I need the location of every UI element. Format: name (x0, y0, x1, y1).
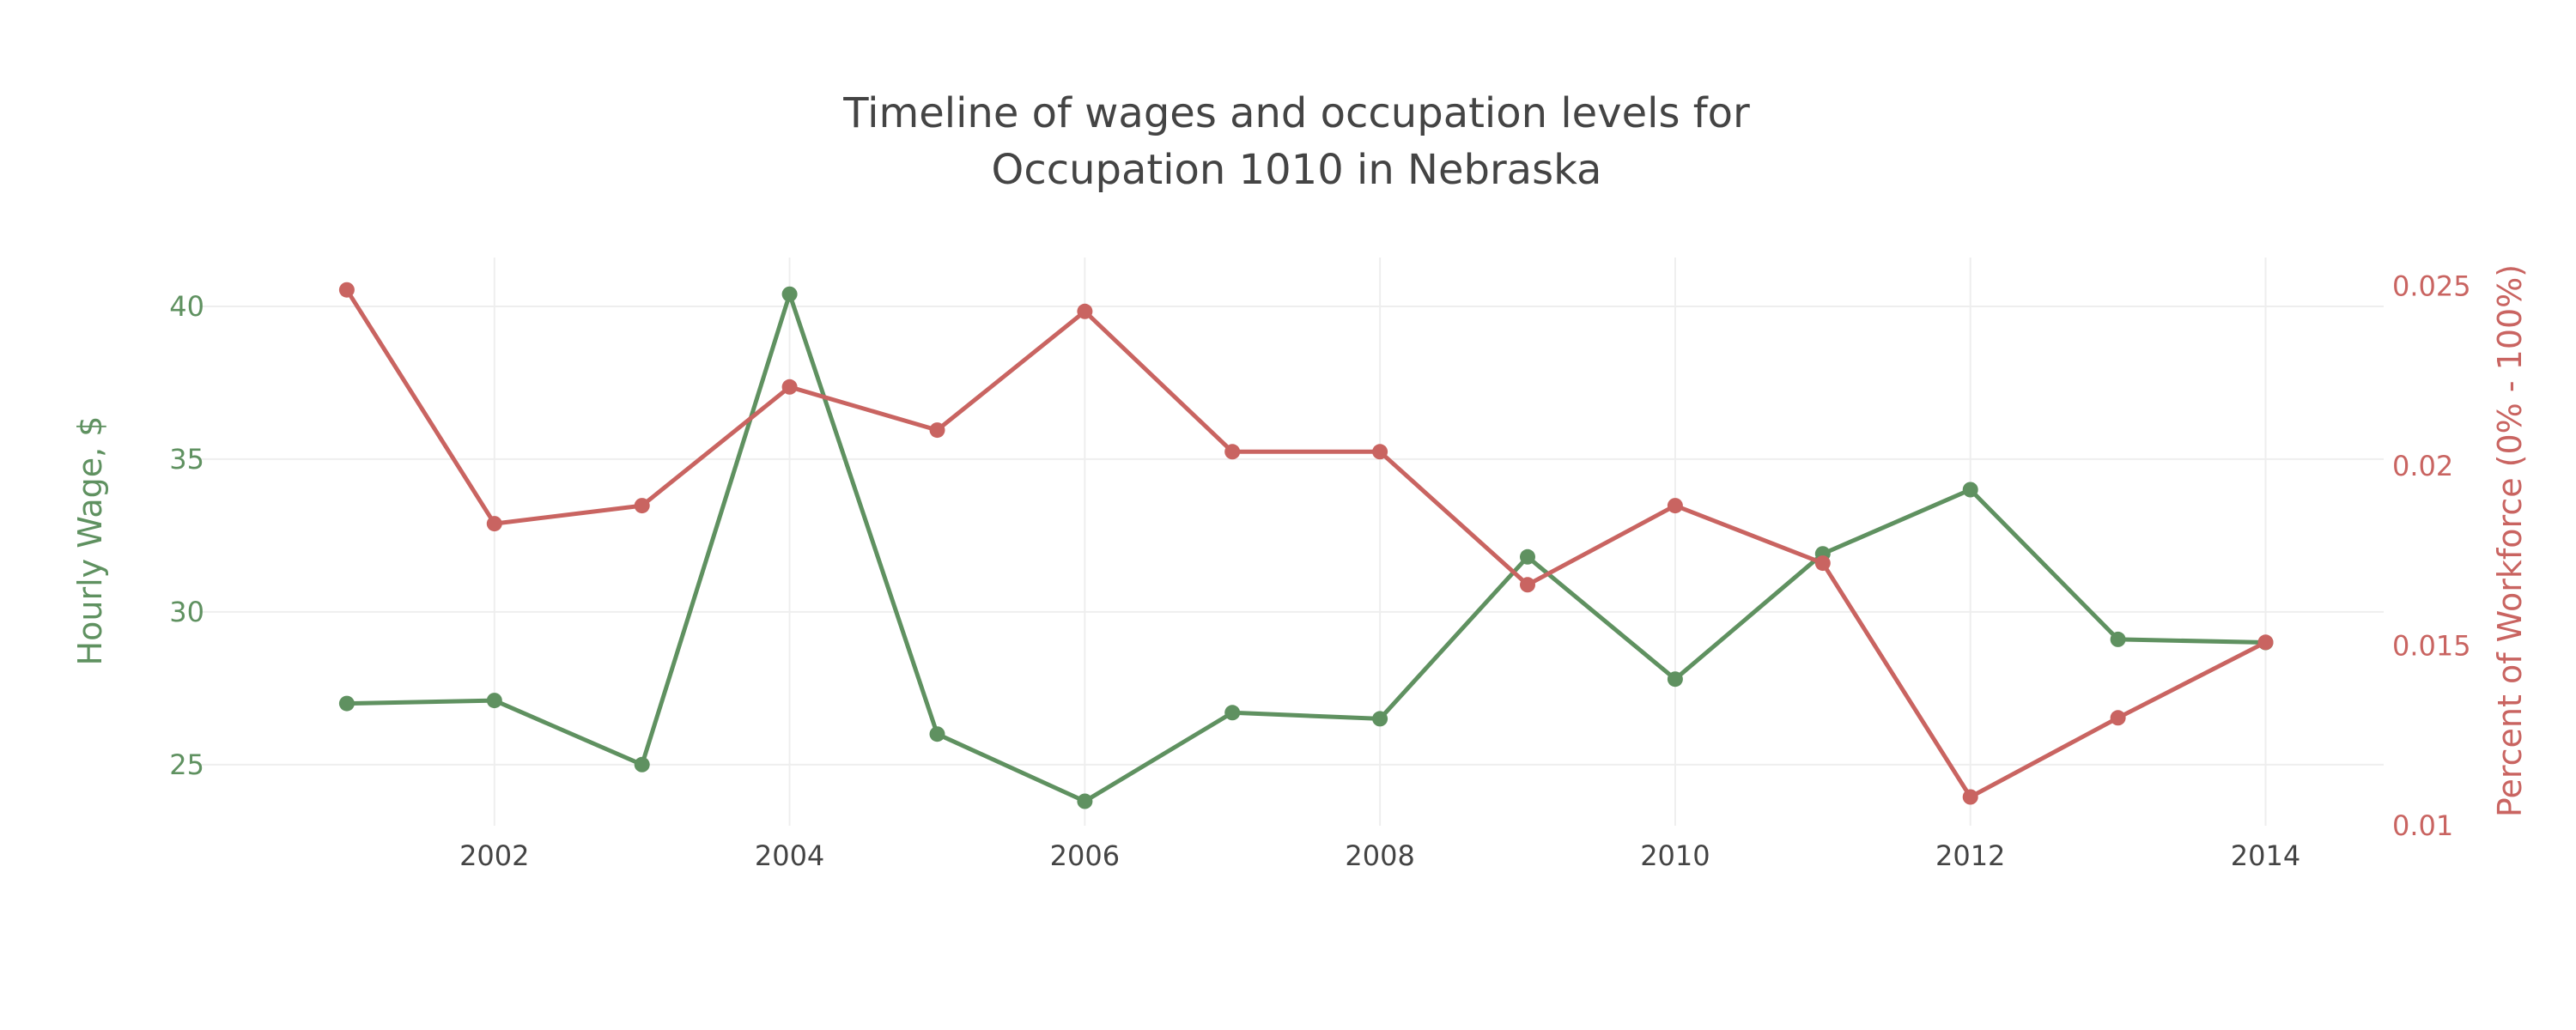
x-tick-label: 2004 (755, 839, 824, 872)
data-point-left (1667, 671, 1683, 688)
data-point-right (2110, 710, 2126, 726)
data-point-right (1077, 303, 1093, 319)
data-point-left (1224, 705, 1241, 721)
data-point-left (634, 756, 650, 772)
y-axis-left-title: Hourly Wage, $ (71, 416, 109, 666)
x-tick-label: 2002 (459, 839, 529, 872)
series-lines (338, 282, 2274, 809)
data-point-left (1962, 482, 1978, 498)
data-point-right (486, 516, 502, 532)
y-right-tick-label: 0.01 (2392, 809, 2453, 842)
data-point-right (2257, 634, 2274, 651)
series-line-right (344, 288, 2268, 799)
grid-lines (199, 258, 2384, 826)
series-line-left (344, 292, 2268, 803)
chart-title-line-2: Occupation 1010 in Nebraska (992, 146, 1602, 194)
data-point-right (634, 498, 650, 514)
data-point-right (1814, 555, 1831, 572)
y-left-tick-label: 40 (169, 290, 204, 323)
data-point-left (1077, 793, 1093, 809)
data-point-right (1224, 444, 1241, 460)
data-point-left (486, 693, 502, 709)
data-point-right (781, 379, 798, 395)
x-tick-label: 2014 (2231, 839, 2300, 872)
x-tick-label: 2012 (1935, 839, 2005, 872)
data-point-right (338, 282, 355, 298)
y-left-tick-label: 25 (169, 748, 204, 781)
data-point-left (1372, 711, 1388, 727)
y-left-tick-label: 35 (169, 443, 204, 476)
x-tick-label: 2010 (1640, 839, 1710, 872)
data-point-left (781, 286, 798, 302)
data-point-right (1962, 789, 1978, 805)
data-point-left (2110, 631, 2126, 647)
x-tick-label: 2006 (1050, 839, 1120, 872)
data-point-left (1520, 548, 1535, 565)
data-point-right (1520, 577, 1535, 593)
x-tick-label: 2008 (1345, 839, 1414, 872)
y-right-tick-label: 0.025 (2392, 270, 2471, 303)
y-axis-right-title: Percent of Workforce (0% - 100%) (2491, 264, 2529, 817)
y-right-tick-label: 0.02 (2392, 450, 2453, 482)
chart-title-line-1: Timeline of wages and occupation levels … (842, 89, 1750, 137)
tick-labels: 2002 2004 2006 2008 2010 2012 2014 25 30 35 40 0.01… (169, 270, 2470, 872)
y-left-tick-label: 30 (169, 596, 204, 628)
data-point-right (1372, 444, 1388, 460)
y-right-tick-label: 0.015 (2392, 630, 2471, 663)
data-point-right (929, 422, 945, 439)
data-point-left (929, 726, 945, 742)
data-point-left (338, 695, 355, 712)
data-point-right (1667, 498, 1683, 514)
